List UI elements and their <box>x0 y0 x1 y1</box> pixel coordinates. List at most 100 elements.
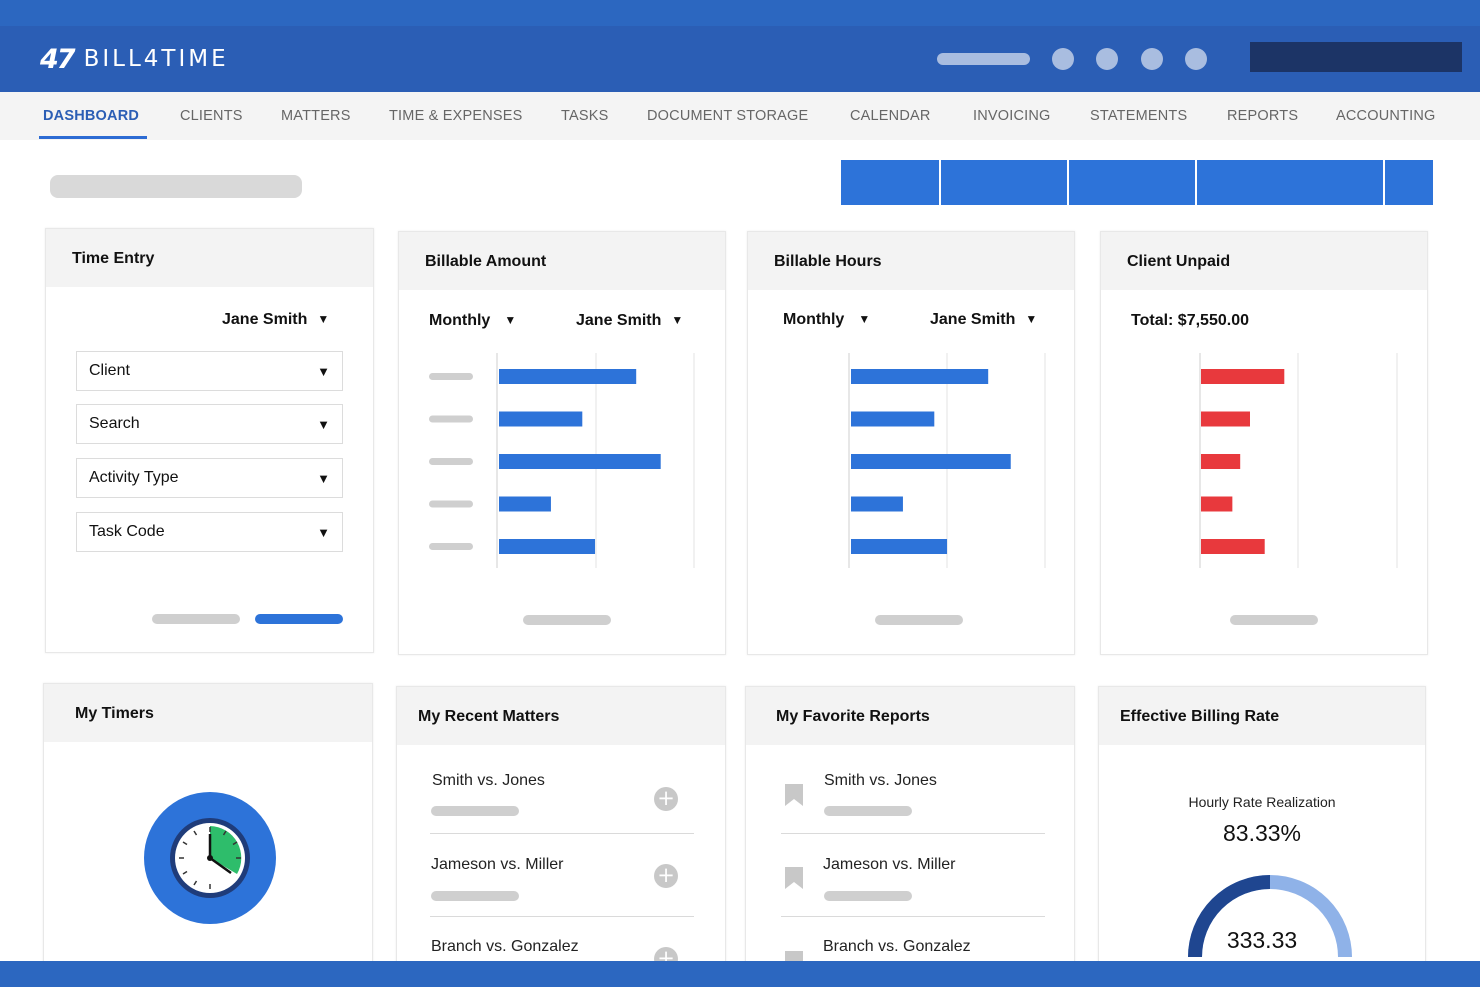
report-title: Branch vs. Gonzalez <box>823 938 971 955</box>
nav-document-storage[interactable]: DOCUMENT STORAGE <box>647 108 809 124</box>
action-button-5[interactable] <box>1385 160 1433 205</box>
hourly-rate-value: 83.33% <box>1222 820 1301 846</box>
gauge-fill <box>1188 875 1271 958</box>
nav-invoicing[interactable]: INVOICING <box>973 108 1051 124</box>
chart-bar[interactable] <box>851 369 989 384</box>
action-button-4[interactable] <box>1197 160 1383 205</box>
add-icon[interactable]: + <box>654 787 678 811</box>
client-unpaid-footer[interactable] <box>1230 615 1318 625</box>
chevron-down-icon: ▼ <box>671 313 684 327</box>
action-button-3[interactable] <box>1069 160 1195 205</box>
category-label-placeholder <box>429 458 473 465</box>
period-label: Monthly <box>429 312 491 329</box>
chevron-down-icon: ▼ <box>317 417 330 432</box>
recent-matters-card: My Recent Matters Smith vs. Jones + Jame… <box>396 686 726 976</box>
chart-bar[interactable] <box>851 496 903 512</box>
divider <box>430 916 694 917</box>
add-icon[interactable]: + <box>654 864 678 888</box>
favorite-reports-title: My Favorite Reports <box>746 687 1074 745</box>
activity-type-select[interactable]: Activity Type ▼ <box>76 458 343 498</box>
user-label: Jane Smith <box>576 312 662 329</box>
billable-hours-footer[interactable] <box>875 615 963 625</box>
chart-bar[interactable] <box>851 411 935 427</box>
billable-hours-user-select[interactable]: Jane Smith ▼ <box>930 311 1037 329</box>
bookmark-icon[interactable] <box>785 784 803 806</box>
action-button-2[interactable] <box>941 160 1067 205</box>
chart-bar[interactable] <box>1201 539 1265 554</box>
matter-title: Smith vs. Jones <box>432 772 545 789</box>
category-label-placeholder <box>429 373 473 380</box>
chart-bar[interactable] <box>1201 454 1241 469</box>
nav-calendar[interactable]: CALENDAR <box>850 108 931 124</box>
period-label: Monthly <box>783 311 845 328</box>
list-item[interactable]: Smith vs. Jones + <box>397 745 725 834</box>
chart-bar[interactable] <box>1201 496 1233 512</box>
chevron-down-icon: ▼ <box>1025 312 1038 326</box>
chart-bar[interactable] <box>499 496 551 512</box>
nav-tasks[interactable]: TASKS <box>561 108 609 124</box>
category-label-placeholder <box>429 543 473 550</box>
nav-time-expenses[interactable]: TIME & EXPENSES <box>389 108 523 124</box>
list-item[interactable]: Smith vs. Jones <box>746 745 1074 834</box>
chart-bar[interactable] <box>851 539 948 554</box>
page-title-placeholder <box>50 175 302 198</box>
search-select[interactable]: Search ▼ <box>76 404 343 444</box>
header-icon-3[interactable] <box>1141 48 1163 70</box>
client-select[interactable]: Client ▼ <box>76 351 343 391</box>
recent-matters-title: My Recent Matters <box>397 687 725 745</box>
header-icon-4[interactable] <box>1185 48 1207 70</box>
chart-bar[interactable] <box>499 539 596 554</box>
chart-bar[interactable] <box>499 369 637 384</box>
billable-hours-period-select[interactable]: Monthly ▼ <box>783 311 870 329</box>
client-unpaid-card: Client Unpaid Total: $7,550.00 <box>1100 231 1428 655</box>
report-title: Jameson vs. Miller <box>823 856 956 873</box>
chart-bar[interactable] <box>1201 369 1285 384</box>
header-user-box[interactable] <box>1250 42 1462 72</box>
outer-frame-top <box>0 0 1480 26</box>
nav-dashboard[interactable]: DASHBOARD <box>43 108 140 124</box>
search-select-label: Search <box>89 415 140 432</box>
nav-accounting[interactable]: ACCOUNTING <box>1336 108 1436 124</box>
app-header: 47 BILL4TIME <box>0 26 1480 92</box>
billable-amount-footer[interactable] <box>523 615 611 625</box>
list-item[interactable]: Jameson vs. Miller + <box>397 829 725 917</box>
action-button-group <box>841 160 1433 205</box>
activity-type-select-label: Activity Type <box>89 469 179 486</box>
action-button-1[interactable] <box>841 160 939 205</box>
billable-amount-period-select[interactable]: Monthly ▼ <box>429 312 516 330</box>
billing-rate-body: Hourly Rate Realization 83.33% 333.33 <box>1099 687 1425 975</box>
header-icon-2[interactable] <box>1096 48 1118 70</box>
chevron-down-icon: ▼ <box>504 313 517 327</box>
cancel-button[interactable] <box>152 614 240 624</box>
client-unpaid-chart <box>1199 353 1398 568</box>
header-search-placeholder[interactable] <box>937 53 1030 65</box>
list-item[interactable]: Jameson vs. Miller <box>746 829 1074 917</box>
billing-rate-gauge <box>1188 875 1352 958</box>
chart-bar[interactable] <box>1201 411 1250 427</box>
nav-clients[interactable]: CLIENTS <box>180 108 243 124</box>
nav-active-indicator <box>39 136 147 139</box>
time-entry-user-select[interactable]: Jane Smith ▼ <box>222 311 329 329</box>
matter-title: Branch vs. Gonzalez <box>431 938 579 955</box>
task-code-select[interactable]: Task Code ▼ <box>76 512 343 552</box>
bookmark-icon[interactable] <box>785 867 803 889</box>
header-icon-1[interactable] <box>1052 48 1074 70</box>
gauge-value: 333.33 <box>1226 927 1298 953</box>
nav-statements[interactable]: STATEMENTS <box>1090 108 1188 124</box>
chart-bar[interactable] <box>499 411 583 427</box>
nav-matters[interactable]: MATTERS <box>281 108 351 124</box>
save-button[interactable] <box>255 614 343 624</box>
logo[interactable]: 47 BILL4TIME <box>40 42 229 76</box>
billable-amount-chart <box>429 353 695 568</box>
user-label: Jane Smith <box>930 311 1016 328</box>
hourly-rate-label: Hourly Rate Realization <box>1188 794 1336 810</box>
report-subtitle-placeholder <box>824 806 912 816</box>
main-nav: DASHBOARD CLIENTS MATTERS TIME & EXPENSE… <box>0 92 1480 140</box>
billable-amount-card: Billable Amount Monthly ▼ Jane Smith ▼ <box>398 231 726 655</box>
nav-reports[interactable]: REPORTS <box>1227 108 1299 124</box>
chart-bar[interactable] <box>499 454 661 469</box>
billing-rate-card: Effective Billing Rate Hourly Rate Reali… <box>1098 686 1426 976</box>
chart-bar[interactable] <box>851 454 1011 469</box>
timer-clock-icon[interactable] <box>44 742 373 972</box>
billable-amount-user-select[interactable]: Jane Smith ▼ <box>576 312 683 330</box>
